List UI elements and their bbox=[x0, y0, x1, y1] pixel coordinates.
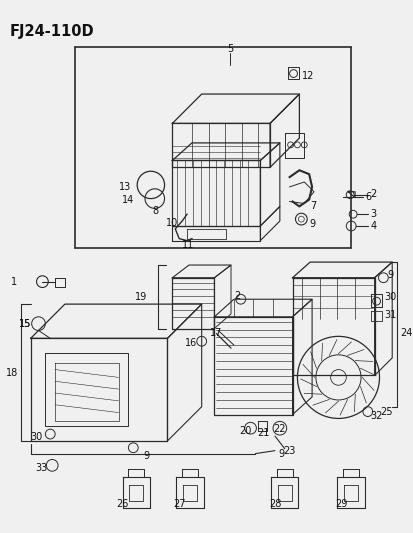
Text: 2: 2 bbox=[370, 189, 376, 199]
Text: 1: 1 bbox=[11, 277, 17, 287]
Text: 5: 5 bbox=[226, 44, 233, 54]
Text: 30: 30 bbox=[31, 432, 43, 442]
Text: 16: 16 bbox=[185, 338, 197, 348]
Text: 9: 9 bbox=[143, 450, 149, 461]
Text: 15: 15 bbox=[19, 319, 31, 329]
Text: 24: 24 bbox=[399, 328, 411, 338]
Text: 27: 27 bbox=[173, 499, 185, 510]
Text: 19: 19 bbox=[135, 292, 147, 302]
Text: 13: 13 bbox=[119, 182, 131, 192]
Text: 25: 25 bbox=[380, 407, 392, 417]
Text: 9: 9 bbox=[387, 270, 392, 280]
Text: 2: 2 bbox=[233, 292, 240, 301]
Text: 4: 4 bbox=[370, 221, 376, 231]
Text: 22: 22 bbox=[272, 424, 285, 434]
Text: 15: 15 bbox=[19, 319, 31, 329]
Text: FJ24-110D: FJ24-110D bbox=[9, 23, 94, 39]
Text: 7: 7 bbox=[309, 201, 316, 212]
Text: 9: 9 bbox=[277, 449, 283, 458]
Text: 17: 17 bbox=[209, 328, 221, 338]
Text: 26: 26 bbox=[116, 499, 128, 510]
Text: 31: 31 bbox=[383, 310, 396, 320]
Text: 30: 30 bbox=[383, 292, 396, 302]
Text: 9: 9 bbox=[309, 219, 315, 229]
Text: 32: 32 bbox=[370, 411, 382, 422]
Text: 3: 3 bbox=[370, 209, 376, 219]
Text: 10: 10 bbox=[165, 218, 177, 228]
Text: 8: 8 bbox=[152, 206, 159, 216]
Text: 11: 11 bbox=[182, 240, 194, 251]
Text: 18: 18 bbox=[6, 368, 19, 377]
Text: 29: 29 bbox=[335, 499, 347, 510]
Text: 20: 20 bbox=[238, 426, 251, 436]
Text: 6: 6 bbox=[365, 192, 371, 201]
Text: 12: 12 bbox=[301, 71, 314, 82]
Text: 28: 28 bbox=[268, 499, 280, 510]
Text: 14: 14 bbox=[121, 195, 133, 205]
Text: 33: 33 bbox=[36, 463, 48, 473]
Text: 21: 21 bbox=[257, 428, 269, 438]
Text: 23: 23 bbox=[282, 446, 294, 456]
